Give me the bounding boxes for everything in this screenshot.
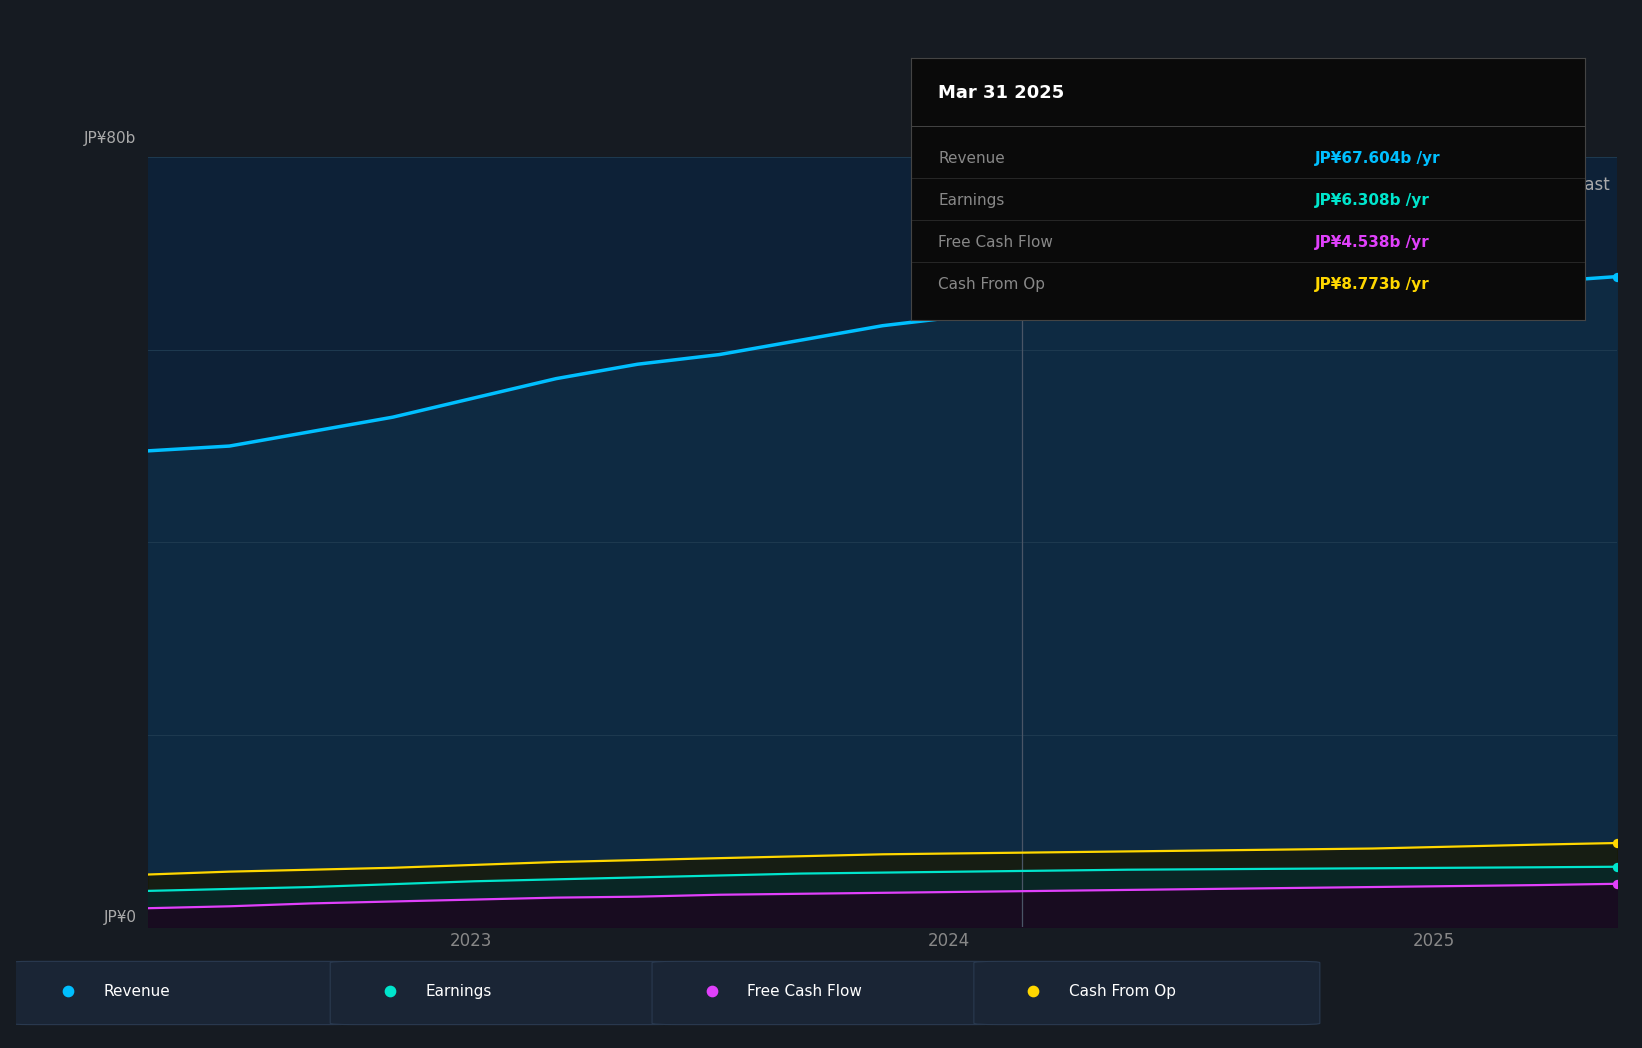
Text: Cash From Op: Cash From Op (1069, 984, 1176, 999)
Text: Free Cash Flow: Free Cash Flow (747, 984, 862, 999)
Point (1604, 834, 1631, 851)
Text: JP¥4.538b /yr: JP¥4.538b /yr (1315, 235, 1430, 249)
Point (54, 983, 80, 1000)
Text: Earnings: Earnings (938, 193, 1005, 208)
FancyBboxPatch shape (330, 961, 677, 1025)
Point (376, 983, 402, 1000)
Point (1604, 858, 1631, 875)
Point (698, 983, 724, 1000)
Text: Earnings: Earnings (425, 984, 491, 999)
Text: JP¥80b: JP¥80b (84, 131, 136, 146)
Text: Cash From Op: Cash From Op (938, 277, 1046, 291)
FancyBboxPatch shape (652, 961, 998, 1025)
FancyBboxPatch shape (974, 961, 1320, 1025)
Text: Past: Past (1575, 176, 1611, 195)
Text: Free Cash Flow: Free Cash Flow (938, 235, 1053, 249)
Text: Revenue: Revenue (103, 984, 171, 999)
FancyBboxPatch shape (8, 961, 355, 1025)
Text: Mar 31 2025: Mar 31 2025 (938, 84, 1064, 102)
Point (1604, 268, 1631, 285)
Text: JP¥6.308b /yr: JP¥6.308b /yr (1315, 193, 1430, 208)
Text: JP¥67.604b /yr: JP¥67.604b /yr (1315, 151, 1442, 166)
Point (1604, 875, 1631, 892)
Point (1020, 983, 1046, 1000)
Text: Revenue: Revenue (938, 151, 1005, 166)
Text: JP¥8.773b /yr: JP¥8.773b /yr (1315, 277, 1430, 291)
Text: JP¥0: JP¥0 (103, 910, 136, 924)
